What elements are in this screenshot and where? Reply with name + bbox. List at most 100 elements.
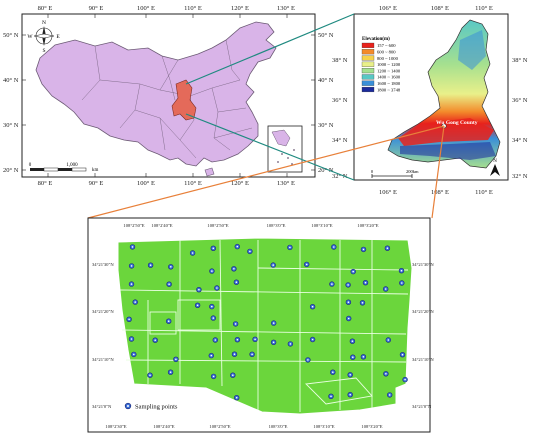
sampling-point-center <box>198 288 200 291</box>
sampling-point-center <box>212 375 215 378</box>
china-lon-label: 130° E <box>277 180 295 187</box>
field-lat-label-right: 34°21'30"N <box>412 262 434 267</box>
sampling-point-center <box>311 338 314 341</box>
shaanxi-lon-label: 110° E <box>475 189 493 196</box>
sampling-point-center <box>196 304 199 307</box>
sampling-point-center <box>400 269 403 272</box>
elevation-legend-swatch <box>361 68 375 74</box>
shaanxi-highlight <box>171 79 197 121</box>
north-label: N <box>493 159 497 164</box>
china-lon-label: 90° E <box>89 5 104 12</box>
china-lon-label: 130° E <box>277 5 295 12</box>
sampling-point-center <box>388 394 391 396</box>
sampling-point-center <box>362 356 365 358</box>
sampling-point-center <box>331 283 333 285</box>
sampling-point-center <box>130 265 133 267</box>
shaanxi-lat-label: 36° N <box>332 97 348 104</box>
shaanxi-scale-end: 200km <box>406 169 419 174</box>
field-lat-label-left: 34°21'20"N <box>92 309 114 314</box>
sampling-point-center <box>404 378 406 381</box>
china-lat-label-right: 20° N <box>318 167 334 174</box>
field-lon-label-top: 108°3'20"E <box>357 223 378 228</box>
field-lon-label-bottom: 108°2'40"E <box>153 424 174 429</box>
china-scale-unit: km <box>92 168 99 173</box>
elevation-legend-label: 1600 ~ 1800 <box>377 81 401 86</box>
shaanxi-lon-label: 110° E <box>475 5 493 12</box>
sampling-point-center <box>214 339 217 341</box>
field-lon-label-bottom: 108°3'10"E <box>313 424 334 429</box>
sampling-point-center <box>386 247 389 249</box>
sampling-point-center <box>352 356 354 359</box>
china-lon-label: 100° E <box>137 180 155 187</box>
sampling-point-center <box>401 353 404 356</box>
sampling-point-center <box>233 353 236 356</box>
sampling-point-center <box>210 354 213 357</box>
shaanxi-scale-bar: 0 200km <box>371 169 419 178</box>
china-lon-label: 120° E <box>231 180 249 187</box>
sampling-point-center <box>211 270 213 272</box>
sampling-point-center <box>289 343 292 345</box>
sampling-point-center <box>130 283 133 285</box>
sampling-point-center <box>305 263 308 266</box>
china-scale-zero: 0 <box>29 163 32 168</box>
sampling-point-center <box>332 371 334 374</box>
wugong-county-label: Wu Gong County <box>436 120 478 126</box>
china-lon-label: 100° E <box>137 5 155 12</box>
sampling-point-center <box>212 317 215 319</box>
north-arrow-icon: N <box>490 159 500 176</box>
shaanxi-lat-label-right: 36° N <box>512 97 528 104</box>
elevation-legend-label: 800 ~ 1000 <box>377 56 399 61</box>
field-lat-label-left: 34°21'30"N <box>92 262 114 267</box>
shaanxi-lat-label: 34° N <box>332 137 348 144</box>
elevation-legend-swatch <box>361 55 375 61</box>
sampling-point-center <box>235 396 238 399</box>
sampling-point-center <box>249 250 251 253</box>
elevation-legend-swatch <box>361 80 375 86</box>
china-lat-label: 30° N <box>3 122 19 129</box>
field-lon-label-bottom: 108°2'50"E <box>209 424 230 429</box>
china-lat-label-right: 50° N <box>318 32 334 39</box>
sampling-point-center <box>351 340 354 343</box>
field-lon-label-bottom: 108°3'0"E <box>269 424 288 429</box>
field-lat-label-left: 34°21'10"N <box>92 357 114 362</box>
elevation-legend-swatch <box>361 74 375 80</box>
shaanxi-lat-label-right: 32° N <box>512 173 528 180</box>
sampling-point-center <box>211 305 213 308</box>
sampling-point-center <box>387 339 390 341</box>
elevation-legend-swatch <box>361 61 375 67</box>
field-lon-label-bottom: 108°2'30"E <box>105 424 126 429</box>
china-map-panel: 80° E 90° E 100° E 110° E 120° E 130° E … <box>3 5 334 187</box>
shaanxi-lat-label: 38° N <box>332 57 348 64</box>
shaanxi-lat-label-right: 34° N <box>512 137 528 144</box>
shaanxi-scale-zero: 0 <box>371 169 374 174</box>
sampling-point-center <box>169 371 172 374</box>
field-lon-label-bottom: 108°3'20"E <box>361 424 382 429</box>
sampling-point-center <box>149 264 152 267</box>
compass-w: W <box>27 34 33 40</box>
field-area <box>117 237 413 415</box>
china-lon-label: 110° E <box>184 5 202 12</box>
sampling-point-center <box>133 353 135 356</box>
field-lat-label-right: 34°21'10"N <box>412 357 434 362</box>
compass-rose-icon: N S W E <box>27 20 60 54</box>
elevation-legend-swatch <box>361 49 375 55</box>
elevation-legend-swatch <box>361 86 375 93</box>
sampling-point-center <box>349 374 352 376</box>
sampling-point-center <box>347 301 350 304</box>
sampling-point-center <box>361 302 364 304</box>
zoom-connectors <box>87 13 445 219</box>
sampling-point-center <box>401 282 403 284</box>
field-lat-label-left: 34°21'0"N <box>92 404 112 409</box>
china-lat-label: 20° N <box>3 167 19 174</box>
sampling-point-center <box>384 288 387 290</box>
elevation-legend-title: Elevation(m) <box>362 37 390 42</box>
sampling-point-center <box>289 246 291 249</box>
shaanxi-lon-label: 106° E <box>379 5 397 12</box>
field-map-panel: Sampling points 108°2'50"E 108°2'40"E 10… <box>87 217 434 433</box>
shaanxi-lon-label: 106° E <box>379 189 397 196</box>
field-lat-label-right: 34°21'0"N <box>412 404 432 409</box>
sampling-point-center <box>254 338 256 341</box>
